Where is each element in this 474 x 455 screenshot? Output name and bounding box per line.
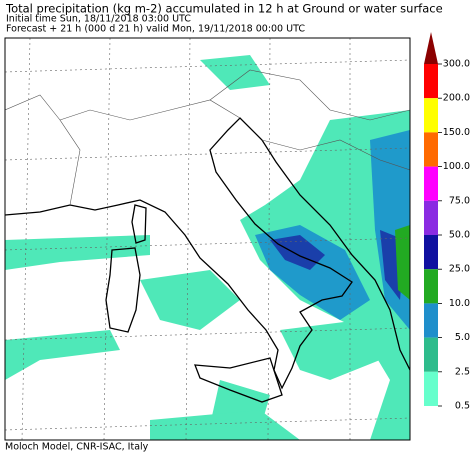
colorbar-segment: [424, 200, 438, 235]
colorbar-segment: [424, 303, 438, 338]
colorbar-segment: [424, 371, 438, 406]
colorbar-segment: [424, 166, 438, 201]
precip-intense: [395, 225, 410, 300]
colorbar-segment: [424, 337, 438, 372]
colorbar-label: 100.0: [443, 161, 470, 172]
colorbar-label: 0.5: [455, 401, 470, 412]
borders: [5, 69, 410, 206]
map-title: Total precipitation (kg m-2) accumulated…: [5, 2, 443, 16]
colorbar-label: 50.0: [449, 230, 470, 241]
colorbar-label: 150.0: [443, 127, 470, 138]
colorbar-label: 25.0: [449, 264, 470, 275]
colorbar-label: 10.0: [449, 298, 470, 309]
colorbar-over-arrow: [424, 32, 438, 64]
initial-time: Initial time Sun, 18/11/2018 03:00 UTC: [6, 14, 191, 25]
colorbar-segment: [424, 98, 438, 133]
coastline: [5, 117, 410, 403]
map-frame: [4, 37, 411, 441]
footer: Moloch Model, CNR-ISAC, Italy: [5, 442, 149, 453]
colorbar-segment: [424, 235, 438, 270]
colorbar-label: 75.0: [449, 195, 470, 206]
colorbar-segment: [424, 64, 438, 99]
map: [4, 37, 411, 441]
colorbar-label: 2.5: [455, 366, 470, 377]
colorbar-label: 300.0: [443, 59, 470, 70]
colorbar-segment: [424, 269, 438, 304]
colorbar: 300.0 200.0 150.0 100.0 75.0 50.0 25.0 10.0 5.0 2…: [424, 32, 470, 412]
colorbar-label: 200.0: [443, 93, 470, 104]
forecast-time: Forecast + 21 h (000 d 21 h) valid Mon, …: [6, 24, 305, 35]
colorbar-label: 5.0: [455, 332, 470, 343]
colorbar-segment: [424, 132, 438, 167]
